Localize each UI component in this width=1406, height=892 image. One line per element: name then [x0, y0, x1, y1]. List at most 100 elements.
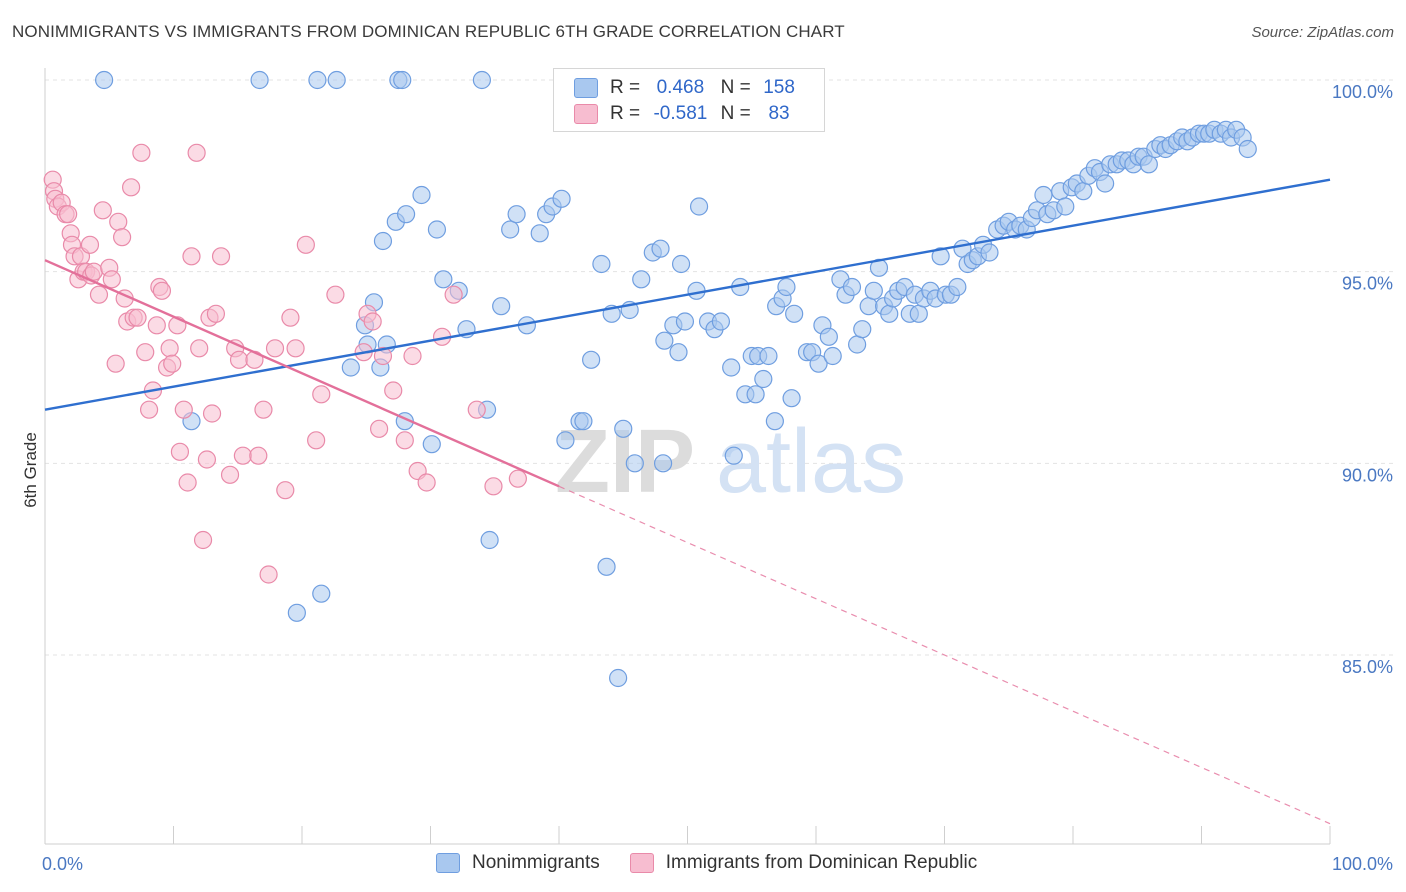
data-point [233, 446, 252, 465]
data-point [722, 358, 741, 377]
legend-row-nonimmigrants: R = 0.468 N = 158 [574, 75, 802, 101]
data-point [809, 354, 828, 373]
data-point [182, 247, 201, 266]
data-point [206, 304, 226, 323]
data-point [1034, 185, 1053, 205]
data-point [669, 343, 688, 362]
data-point [193, 530, 213, 550]
data-point [689, 197, 709, 216]
data-point [93, 201, 112, 220]
data-point [254, 400, 273, 419]
legend-item-nonimmigrants: Nonimmigrants [436, 852, 600, 874]
data-point [574, 412, 593, 431]
data-point [501, 220, 520, 239]
watermark-atlas: atlas [716, 412, 906, 512]
data-point [259, 565, 278, 584]
source-label: Source: ZipAtlas.com [1251, 24, 1394, 41]
data-point [444, 285, 463, 304]
data-point [472, 70, 491, 90]
data-point [782, 389, 801, 408]
data-point [859, 297, 878, 316]
data-point [552, 189, 571, 208]
data-point [724, 446, 743, 465]
x-tick-label: 100.0% [1332, 854, 1393, 874]
data-point [211, 247, 231, 266]
series-immigrants-dominican-republic [43, 143, 527, 584]
data-point [102, 270, 121, 289]
data-point [121, 178, 141, 197]
legend-swatch-nonimmigrants [436, 853, 460, 873]
data-point [1238, 139, 1257, 159]
data-point [508, 469, 527, 488]
y-axis-label: 6th Grade [21, 432, 40, 508]
data-point [326, 285, 345, 304]
data-point [136, 343, 155, 362]
legend-n-label: N = [720, 103, 751, 124]
data-point [434, 270, 453, 289]
data-point [1139, 155, 1158, 174]
data-point [412, 185, 431, 205]
legend-label-immigrants: Immigrants from Dominican Republic [665, 852, 978, 873]
data-point [109, 212, 128, 231]
data-point [308, 70, 327, 90]
trend-lines [44, 178, 1331, 825]
y-tick-label: 100.0% [1332, 82, 1393, 102]
data-point [671, 254, 691, 274]
data-point [220, 465, 240, 484]
y-tick-label: 95.0% [1342, 274, 1393, 294]
data-point [556, 431, 575, 450]
data-point [327, 70, 346, 90]
data-point [373, 231, 393, 251]
data-point [842, 277, 862, 297]
data-point [759, 346, 778, 366]
data-point [853, 320, 872, 339]
data-point [492, 297, 511, 316]
data-point [422, 435, 441, 454]
data-point [507, 205, 526, 224]
data-point [312, 385, 331, 404]
data-point [174, 400, 193, 419]
data-point [152, 281, 172, 300]
data-point [373, 346, 393, 366]
data-point [777, 277, 796, 297]
data-point [480, 530, 499, 550]
data-point [1096, 174, 1115, 193]
legend-n-value: 158 [763, 77, 795, 98]
data-point [592, 254, 611, 274]
data-point [467, 400, 486, 419]
data-point [530, 224, 549, 243]
data-point [909, 304, 928, 323]
data-point [403, 346, 422, 366]
data-point [931, 247, 950, 266]
tick-labels: 100.0% 95.0% 90.0% 85.0% 0.0% 100.0% [42, 82, 1393, 874]
data-point [427, 220, 447, 239]
data-point [765, 412, 784, 431]
data-point [84, 262, 103, 281]
legend-n-label: N = [720, 77, 751, 98]
data-point [139, 400, 159, 419]
legend-swatch-immigrants [629, 853, 654, 873]
data-point [187, 143, 206, 162]
data-point [396, 205, 416, 224]
data-point [170, 442, 190, 461]
correlation-legend: R = 0.468 N = 158 R = -0.581 N = 83 [553, 68, 825, 132]
data-point [417, 473, 436, 492]
legend-swatch-immigrants [574, 104, 598, 124]
data-point [880, 304, 899, 323]
data-point [106, 354, 125, 373]
data-point [89, 285, 109, 304]
data-point [249, 446, 268, 465]
data-point [785, 304, 804, 323]
y-tick-label: 85.0% [1342, 657, 1393, 677]
x-tick-label: 0.0% [42, 854, 83, 874]
data-point [287, 603, 306, 622]
data-point [651, 239, 670, 258]
data-point [597, 557, 616, 576]
axes [44, 68, 1331, 845]
legend-row-immigrants: R = -0.581 N = 83 [574, 101, 802, 127]
data-point [229, 350, 249, 369]
data-point [190, 339, 209, 358]
data-point [864, 281, 883, 300]
data-point [653, 454, 673, 473]
